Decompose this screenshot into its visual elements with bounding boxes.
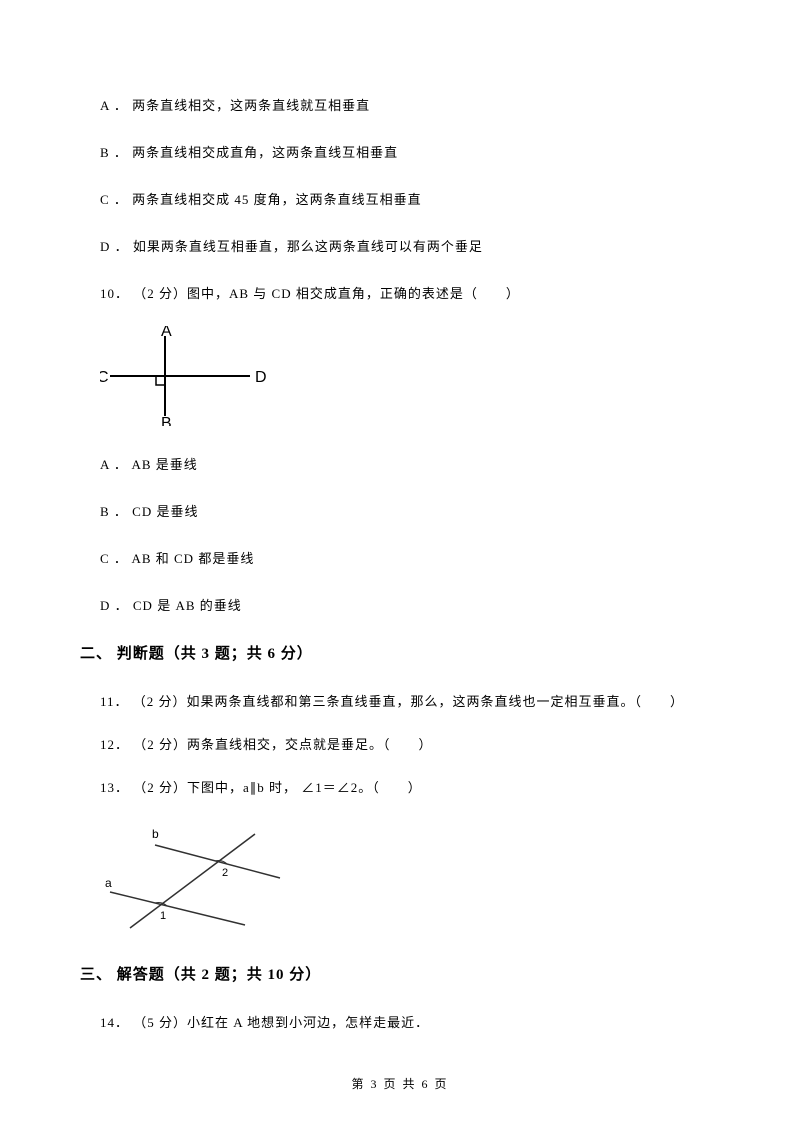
q9-option-c: C ． 两条直线相交成 45 度角，这两条直线互相垂直 — [100, 189, 720, 208]
q9-option-b: B ． 两条直线相交成直角，这两条直线互相垂直 — [100, 142, 720, 161]
label-C: C — [100, 369, 109, 386]
q11: 11． （2 分）如果两条直线都和第三条直线垂直，那么，这两条直线也一定相互垂直… — [100, 691, 720, 710]
label-A: A — [161, 326, 172, 340]
q10-stem: 10． （2 分）图中，AB 与 CD 相交成直角，正确的表述是（ ） — [100, 283, 720, 302]
q13: 13． （2 分）下图中，a∥b 时， ∠1＝∠2。（ ） — [100, 777, 720, 796]
q10-option-d: D ． CD 是 AB 的垂线 — [100, 595, 720, 614]
label-D: D — [255, 369, 267, 386]
page-content: A ． 两条直线相交，这两条直线就互相垂直 B ． 两条直线相交成直角，这两条直… — [0, 0, 800, 1031]
q12: 12． （2 分）两条直线相交，交点就是垂足。（ ） — [100, 734, 720, 753]
q9-option-a: A ． 两条直线相交，这两条直线就互相垂直 — [100, 95, 720, 114]
q10-figure: A B C D — [100, 326, 720, 430]
label-1: 1 — [160, 910, 166, 922]
q14: 14． （5 分）小红在 A 地想到小河边，怎样走最近． — [100, 1012, 720, 1031]
q10-option-a: A ． AB 是垂线 — [100, 454, 720, 473]
label-2: 2 — [222, 867, 228, 879]
q13-figure: a b 1 2 — [100, 820, 720, 939]
label-B: B — [161, 415, 172, 426]
q10-option-b: B ． CD 是垂线 — [100, 501, 720, 520]
section-3-heading: 三、 解答题（共 2 题；共 10 分） — [80, 963, 720, 984]
q9-option-d: D ． 如果两条直线互相垂直，那么这两条直线可以有两个垂足 — [100, 236, 720, 255]
label-a: a — [105, 876, 112, 890]
q10-option-c: C ． AB 和 CD 都是垂线 — [100, 548, 720, 567]
section-2-heading: 二、 判断题（共 3 题；共 6 分） — [80, 642, 720, 663]
label-b: b — [152, 827, 159, 841]
page-footer: 第 3 页 共 6 页 — [0, 1075, 800, 1092]
